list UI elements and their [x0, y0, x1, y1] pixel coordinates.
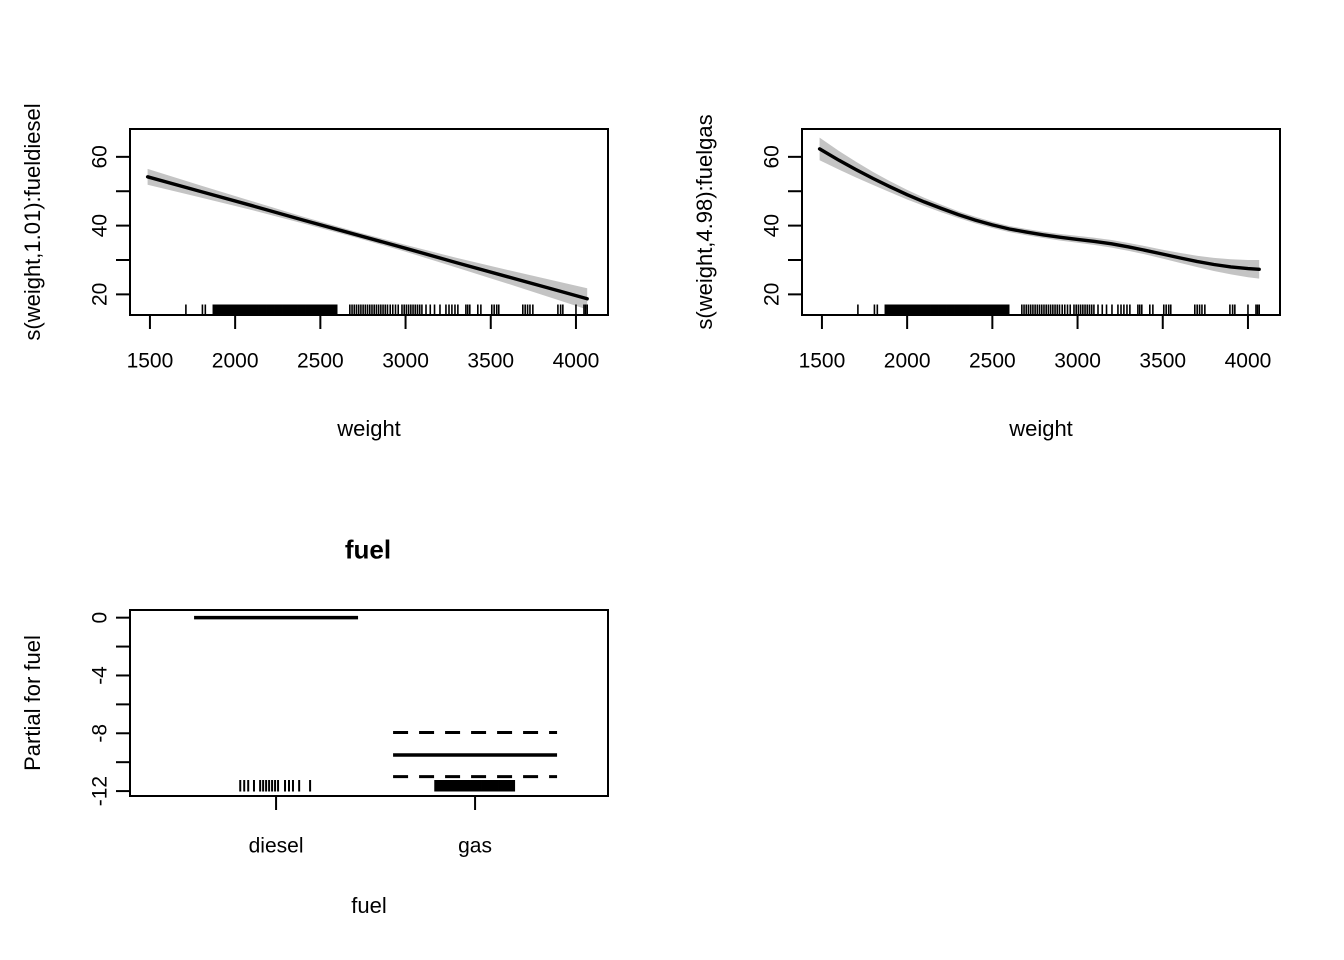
x-tick-label: 4000 — [1225, 350, 1272, 373]
confidence-band — [819, 137, 1260, 279]
plot-box — [129, 609, 609, 797]
x-tick-label: gas — [458, 835, 492, 858]
x-axis-label-bottom-left: fuel — [351, 893, 387, 918]
plot-box — [129, 128, 609, 316]
x-tick-label: 4000 — [553, 350, 600, 373]
y-tick-label: 40 — [761, 214, 784, 237]
y-tick-label: -8 — [89, 724, 112, 743]
y-tick-label: -4 — [89, 666, 112, 685]
x-tick-label: 1500 — [127, 350, 174, 373]
y-tick-label: 60 — [89, 145, 112, 168]
x-tick-label: 2500 — [297, 350, 344, 373]
x-tick-label: diesel — [249, 835, 304, 858]
y-axis-label-top-right: s(weight,4.98):fuelgas — [692, 114, 717, 330]
y-tick-label: 60 — [761, 145, 784, 168]
y-tick-label: 0 — [89, 612, 112, 624]
y-axis-label-top-left: s(weight,1.01):fueldiesel — [20, 103, 45, 341]
y-tick-label: 20 — [761, 283, 784, 306]
x-tick-label: 2500 — [969, 350, 1016, 373]
fit-line — [817, 147, 1261, 271]
x-tick-label: 2000 — [212, 350, 259, 373]
x-tick-label: 2000 — [884, 350, 931, 373]
plot-box — [801, 128, 1281, 316]
panel-title-fuel: fuel — [344, 534, 392, 565]
y-tick-label: -12 — [89, 776, 112, 806]
x-tick-label: 3000 — [1054, 350, 1101, 373]
x-tick-label: 3500 — [467, 350, 514, 373]
y-tick-label: 20 — [89, 283, 112, 306]
y-axis-label-bottom-left: Partial for fuel — [20, 635, 45, 771]
x-axis-label-top-left: weight — [337, 416, 401, 441]
x-axis-label-top-right: weight — [1009, 416, 1073, 441]
x-tick-label: 3500 — [1139, 350, 1186, 373]
fit-line — [145, 175, 589, 301]
x-tick-label: 3000 — [382, 350, 429, 373]
x-tick-label: 1500 — [799, 350, 846, 373]
y-tick-label: 40 — [89, 214, 112, 237]
